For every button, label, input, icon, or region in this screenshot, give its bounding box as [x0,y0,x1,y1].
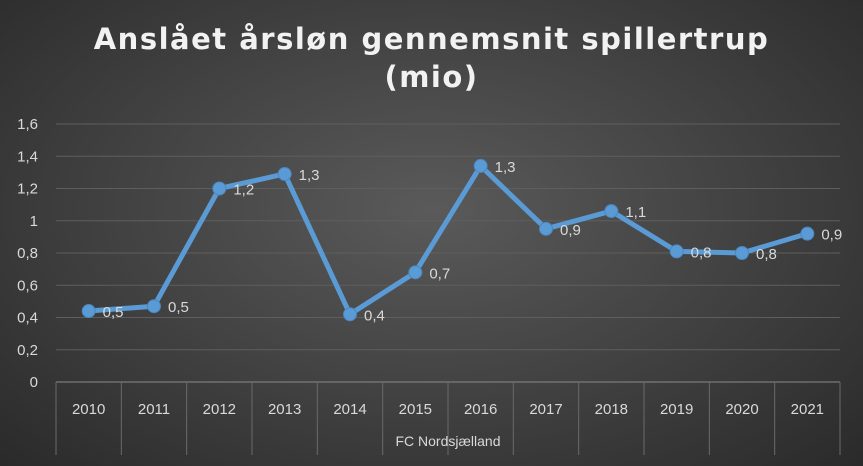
x-tick-label: 2020 [725,401,758,418]
data-label: 1,3 [299,167,320,184]
x-tick-label: 2014 [333,401,366,418]
y-tick-label: 1,2 [17,181,38,198]
data-point [735,246,749,260]
x-tick-label: 2012 [203,401,236,418]
y-tick-label: 0,2 [17,342,38,359]
data-point [343,307,357,322]
data-point [81,304,96,319]
data-label: 1,1 [625,204,646,221]
x-tick-label: 2017 [529,401,562,418]
data-point [473,158,488,173]
data-point [604,204,619,219]
data-point [800,226,815,241]
y-tick-label: 1,4 [17,148,38,165]
x-tick-label: 2013 [268,401,301,418]
x-tick-label: 2018 [595,401,628,418]
x-tick-label: 2016 [464,401,497,418]
x-tick-label: 2015 [399,401,432,418]
chart-title-unit: (mio) [384,60,479,94]
data-label: 0,7 [429,265,450,282]
data-point [212,181,227,196]
y-tick-label: 0,4 [17,310,38,327]
y-tick-label: 0,8 [17,245,38,262]
data-label: 0,9 [560,222,581,239]
data-label: 1,3 [495,159,516,176]
y-tick-label: 0,6 [17,277,38,294]
x-tick-label: 2021 [791,401,824,418]
y-tick-label: 0 [30,374,38,391]
data-point [277,166,292,181]
data-label: 1,2 [233,182,254,199]
data-point [669,244,684,259]
data-point [408,265,423,280]
data-label: 0,9 [821,227,842,244]
x-tick-label: 2011 [138,401,170,418]
data-label: 0,8 [756,246,777,263]
y-tick-label: 1,6 [17,116,38,133]
chart-title: Anslået årsløn gennemsnit spillertrup [93,22,770,56]
data-label: 0,5 [168,299,189,316]
data-point [539,221,553,236]
data-label: 0,4 [364,307,385,324]
data-label: 0,8 [691,244,712,261]
data-label: 0,5 [103,304,124,321]
x-axis-group-label: FC Nordsjælland [395,433,500,449]
x-tick-label: 2010 [72,401,105,418]
series-line [86,163,810,317]
x-tick-label: 2019 [660,401,693,418]
y-tick-label: 1 [30,213,38,230]
data-point [147,299,161,314]
